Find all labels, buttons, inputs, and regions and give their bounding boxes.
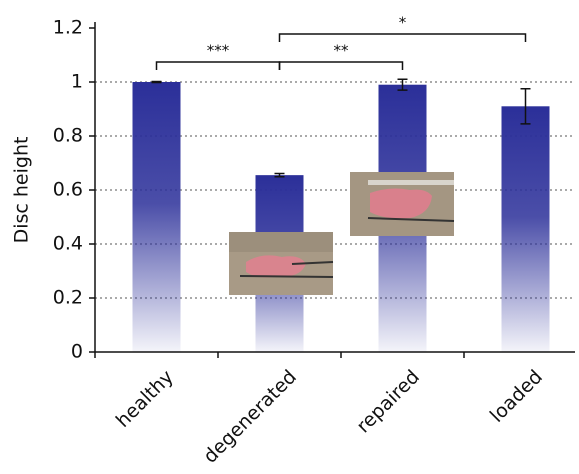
error-bar — [152, 81, 162, 82]
significance-label: ** — [334, 42, 350, 60]
significance-bracket — [157, 62, 280, 70]
significance-bracket — [280, 62, 403, 70]
significance-label: *** — [207, 42, 230, 60]
x-tick-label: degenerated — [199, 366, 301, 468]
x-tick-label: loaded — [486, 366, 547, 427]
significance-label: * — [399, 14, 407, 32]
x-tick-label: repaired — [352, 366, 424, 438]
inset-photo — [229, 232, 333, 295]
y-tick-label: 0.4 — [53, 233, 83, 255]
y-tick-label: 0.8 — [53, 125, 83, 147]
inset-photo — [350, 172, 454, 236]
y-tick-label: 0.2 — [53, 287, 83, 309]
bar — [502, 106, 550, 352]
x-tick-label: healthy — [112, 366, 178, 432]
y-tick-label: 1 — [71, 71, 83, 93]
significance-bracket — [280, 34, 526, 42]
y-tick-label: 0.6 — [53, 179, 83, 201]
chart: Disc height 0 0.2 0.4 0.6 0.8 1 1.2 healthy dege… — [0, 0, 579, 474]
y-tick-label: 0 — [71, 341, 83, 363]
y-tick-label: 1.2 — [53, 17, 83, 39]
bar — [133, 82, 181, 352]
y-axis-label: Disc height — [11, 137, 33, 244]
